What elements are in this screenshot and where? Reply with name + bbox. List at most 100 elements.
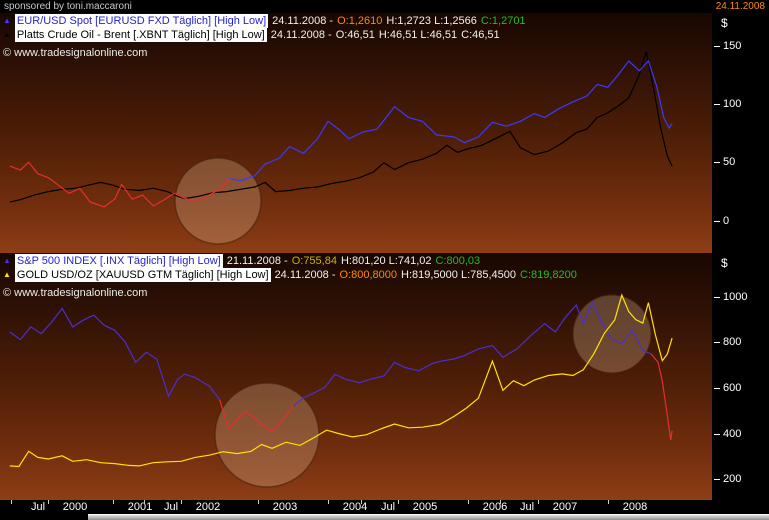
tick-mark <box>538 500 539 504</box>
x-axis-label: 2001 <box>127 501 153 513</box>
y-axis-tick: 800 <box>714 336 741 348</box>
quote-high-low: H:819,5000 L:785,4500 <box>401 269 517 281</box>
y-axis-tick: 400 <box>714 428 741 440</box>
x-axis-label: 2004 <box>342 501 368 513</box>
tick-mark <box>113 500 114 504</box>
series-marker-icon: ▲ <box>3 30 11 39</box>
tick-mark <box>500 500 501 504</box>
tick-mark <box>714 45 720 47</box>
series-line-gold <box>9 293 673 468</box>
x-axis-label: Jul <box>380 501 396 513</box>
y-axis-tick: 1000 <box>714 291 747 303</box>
x-axis-label: 2007 <box>552 501 578 513</box>
quote-date: 21.11.2008 - <box>226 255 288 267</box>
series-marker-icon: ▲ <box>3 16 11 25</box>
chart-canvas-spx-gold <box>9 293 673 488</box>
series-title-eurusd[interactable]: EUR/USD Spot [EURUSD FXD Täglich] [High … <box>14 14 269 28</box>
x-axis[interactable]: Jul 2000 2001 Jul 2002 2003 2004 Jul 2005 2006 Jul… <box>0 500 769 514</box>
scrollbar-track <box>0 514 769 520</box>
tick-mark <box>258 500 259 504</box>
legend-row: ▲ S&P 500 INDEX [.INX Täglich] [High Low… <box>3 254 577 268</box>
tick-mark <box>714 220 720 222</box>
chart-panel-spx-gold: ▲ S&P 500 INDEX [.INX Täglich] [High Low… <box>0 253 769 500</box>
x-axis-label: 2000 <box>62 501 88 513</box>
quote-close: C:1,2701 <box>480 15 526 27</box>
x-axis-label: Jul <box>30 501 46 513</box>
y-axis-tick: 150 <box>714 40 741 52</box>
top-status-bar: sponsored by toni.maccaroni 24.11.2008 <box>0 0 769 13</box>
legend-row: ▲ EUR/USD Spot [EURUSD FXD Täglich] [Hig… <box>3 14 526 28</box>
series-line-brent <box>9 51 673 203</box>
series-marker-icon: ▲ <box>3 270 11 279</box>
chart-canvas-eurusd-brent <box>9 51 673 245</box>
tick-mark <box>714 341 720 343</box>
y-axis-tick: 600 <box>714 382 741 394</box>
legend-row: ▲ GOLD USD/OZ [XAUUSD GTM Täglich] [High… <box>3 268 577 282</box>
y-axis-tick: 50 <box>714 156 735 168</box>
quote-close: C:819,8200 <box>520 269 577 281</box>
quote-high-low: H:1,2723 L:1,2566 <box>386 15 477 27</box>
tick-mark <box>714 433 720 435</box>
quote-date: 24.11.2008 - <box>270 29 332 41</box>
x-axis-label: 2005 <box>412 501 438 513</box>
tick-mark <box>328 500 329 504</box>
x-axis-label: 2008 <box>622 501 648 513</box>
series-line-spx <box>650 353 673 441</box>
tick-mark <box>48 500 49 504</box>
tick-mark <box>181 500 182 504</box>
plot-area-spx-gold[interactable]: ▲ S&P 500 INDEX [.INX Täglich] [High Low… <box>0 253 712 500</box>
quote-open: O:800,8000 <box>339 269 398 281</box>
series-line-eurusd <box>229 59 673 182</box>
watermark: © www.tradesignalonline.com <box>3 287 148 299</box>
quote-date: 24.11.2008 - <box>274 269 336 281</box>
scrollbar-thumb[interactable] <box>88 514 769 520</box>
quote-high-low: H:801,20 L:741,02 <box>340 255 432 267</box>
series-line-spx <box>292 301 652 407</box>
series-title-gold[interactable]: GOLD USD/OZ [XAUUSD GTM Täglich] [High L… <box>14 268 271 282</box>
x-axis-label: Jul <box>163 501 179 513</box>
x-axis-label: 2002 <box>195 501 221 513</box>
quote-open: O:1,2610 <box>337 15 383 27</box>
quote-date: 24.11.2008 - <box>272 15 334 27</box>
y-axis-tick: 100 <box>714 98 741 110</box>
series-line-eurusd <box>9 161 231 208</box>
axis-currency-symbol: $ <box>721 16 728 30</box>
tick-mark <box>11 500 12 504</box>
tick-mark <box>714 161 720 163</box>
series-title-spx[interactable]: S&P 500 INDEX [.INX Täglich] [High Low] <box>14 254 223 268</box>
current-date: 24.11.2008 <box>715 1 765 12</box>
y-axis-tick: 200 <box>714 473 741 485</box>
sponsor-text: sponsored by toni.maccaroni <box>4 1 132 12</box>
tick-mark <box>714 103 720 105</box>
series-line-spx <box>9 307 221 400</box>
legend-top: ▲ EUR/USD Spot [EURUSD FXD Täglich] [Hig… <box>3 14 526 60</box>
x-axis-label: Jul <box>519 501 535 513</box>
tick-mark <box>714 478 720 480</box>
series-marker-icon: ▲ <box>3 256 11 265</box>
tick-mark <box>144 500 145 504</box>
tick-mark <box>608 500 609 504</box>
tick-mark <box>398 500 399 504</box>
y-axis-right-bottom[interactable]: $ 1000 800 600 400 200 <box>712 253 769 500</box>
watermark: © www.tradesignalonline.com <box>3 47 148 59</box>
y-axis-right-top[interactable]: $ 150 100 50 0 <box>712 13 769 253</box>
tick-mark <box>714 296 720 298</box>
y-axis-tick: 0 <box>714 215 729 227</box>
series-title-brent[interactable]: Platts Crude Oil - Brent [.XBNT Täglich]… <box>14 28 267 42</box>
chart-panel-eurusd-brent: ▲ EUR/USD Spot [EURUSD FXD Täglich] [Hig… <box>0 13 769 253</box>
highlight-circle-annotation <box>174 157 262 245</box>
tick-mark <box>714 387 720 389</box>
x-axis-label: 2003 <box>272 501 298 513</box>
plot-area-eurusd-brent[interactable]: ▲ EUR/USD Spot [EURUSD FXD Täglich] [Hig… <box>0 13 712 253</box>
legend-row: ▲ Platts Crude Oil - Brent [.XBNT Täglic… <box>3 28 526 42</box>
axis-currency-symbol: $ <box>721 256 728 270</box>
x-axis-label: 2006 <box>482 501 508 513</box>
quote-high-low: H:46,51 L:46,51 <box>378 29 458 41</box>
series-line-spx <box>219 399 294 433</box>
quote-close: C:800,03 <box>435 255 481 267</box>
quote-open: O:46,51 <box>335 29 375 41</box>
quote-open: O:755,84 <box>291 255 337 267</box>
legend-bottom: ▲ S&P 500 INDEX [.INX Täglich] [High Low… <box>3 254 577 300</box>
tick-mark <box>468 500 469 504</box>
